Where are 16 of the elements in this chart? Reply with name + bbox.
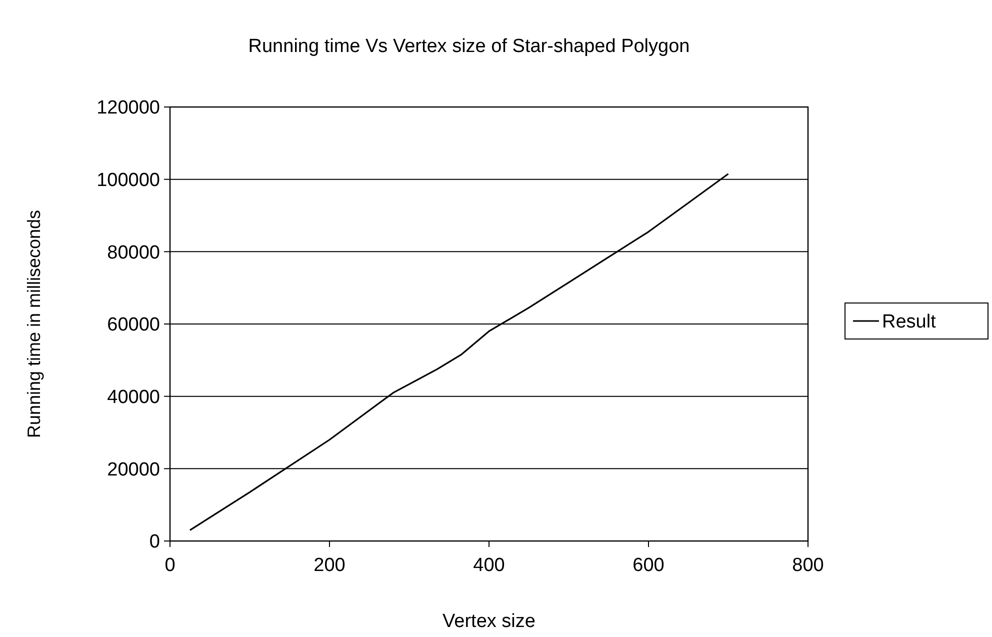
x-tick-label: 400	[473, 555, 505, 576]
y-tick-label: 60000	[107, 314, 160, 336]
x-tick-label: 800	[792, 555, 824, 576]
y-tick-label: 100000	[96, 170, 160, 191]
y-tick-label: 40000	[107, 386, 160, 408]
chart-title: Running time Vs Vertex size of Star-shaped Polygon	[248, 36, 690, 57]
legend-label: Result	[882, 312, 937, 333]
x-tick-label: 200	[314, 555, 346, 576]
y-tick-label: 0	[149, 532, 160, 553]
y-tick-label: 120000	[96, 98, 160, 119]
x-tick-label: 600	[632, 555, 664, 576]
x-tick-label: 0	[164, 555, 176, 576]
x-axis-title: Vertex size	[442, 611, 536, 632]
y-axis-title: Running time in milliseconds	[24, 210, 44, 438]
y-tick-label: 80000	[107, 242, 160, 264]
y-tick-label: 20000	[107, 459, 160, 480]
